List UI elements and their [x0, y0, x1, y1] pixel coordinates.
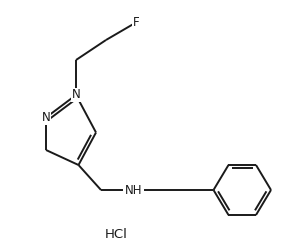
Text: HCl: HCl — [105, 228, 127, 241]
Text: N: N — [72, 88, 80, 102]
Text: NH: NH — [125, 184, 142, 196]
Text: N: N — [42, 111, 50, 124]
Text: F: F — [133, 16, 139, 29]
